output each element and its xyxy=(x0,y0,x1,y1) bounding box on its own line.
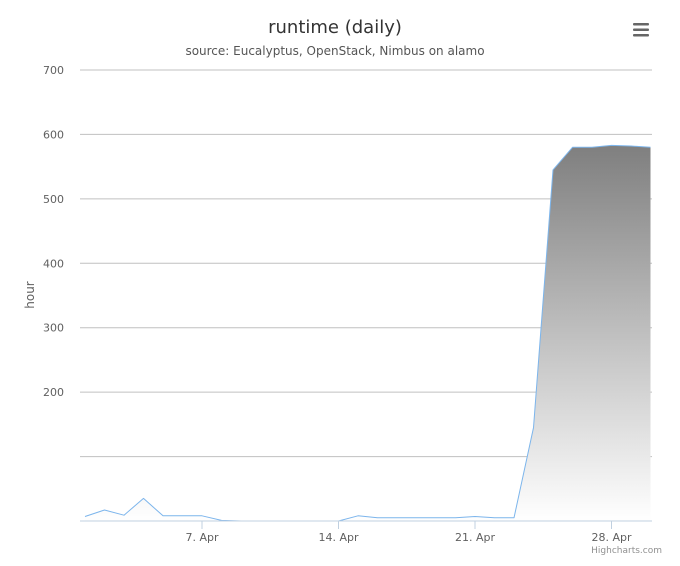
y-gridlines xyxy=(80,69,652,458)
series-line xyxy=(84,144,651,522)
x-axis-ticks: 7. Apr 14. Apr 21. Apr 28. Apr xyxy=(185,521,632,544)
y-axis-title: hour xyxy=(23,281,37,309)
hamburger-menu-icon[interactable] xyxy=(633,23,649,37)
y-tick-label: 400 xyxy=(43,257,64,270)
credits-link[interactable]: Highcharts.com xyxy=(591,546,662,556)
x-tick-label: 28. Apr xyxy=(591,531,631,544)
y-tick-label: 500 xyxy=(43,193,64,206)
x-tick-label: 7. Apr xyxy=(185,531,218,544)
y-tick-label: 300 xyxy=(43,322,64,335)
y-tick-label: 600 xyxy=(43,128,64,141)
y-tick-label: 200 xyxy=(43,386,64,399)
y-axis-labels: 200 300 400 500 600 700 xyxy=(43,64,64,399)
chart-title: runtime (daily) xyxy=(268,17,402,38)
series-area xyxy=(84,144,651,522)
y-tick-label: 700 xyxy=(43,64,64,77)
context-menu-button[interactable] xyxy=(628,18,654,40)
area-fill xyxy=(85,145,651,521)
chart-subtitle: source: Eucalyptus, OpenStack, Nimbus on… xyxy=(185,44,484,58)
x-tick-label: 14. Apr xyxy=(318,531,358,544)
x-tick-label: 21. Apr xyxy=(455,531,495,544)
